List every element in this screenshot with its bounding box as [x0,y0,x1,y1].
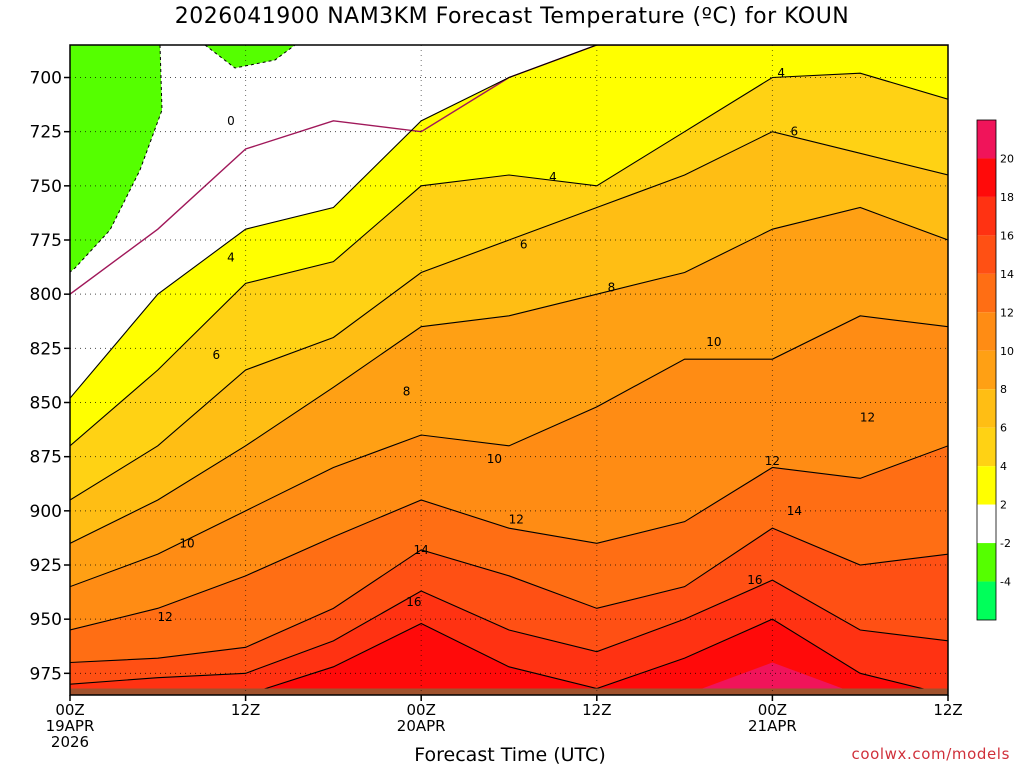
colorbar-bin [977,581,996,620]
x-tick-label: 2026 [51,733,89,751]
x-tick-label: 21APR [748,717,797,735]
colorbar-label: 6 [1000,422,1007,435]
contour-label: 4 [227,250,235,264]
colorbar-label: -4 [1000,576,1011,589]
y-tick-label: 725 [30,123,62,143]
colorbar-bin [977,504,996,544]
colorbar-label: 10 [1000,345,1014,358]
colorbar-label: 18 [1000,191,1014,204]
y-tick-label: 850 [30,394,62,414]
temp-band-20 [70,662,948,695]
credit-link[interactable]: coolwx.com/models [851,745,1010,763]
isotherm-2 [70,45,948,399]
colorbar-bin [977,158,996,197]
contour-label: 16 [747,573,762,587]
contour-label: 10 [706,335,721,349]
contour-label: 6 [213,348,221,362]
colorbar-bin [977,312,996,351]
colorbar-label: 20 [1000,152,1014,165]
contour-label: 12 [157,610,172,624]
y-tick-label: 950 [30,610,62,630]
contour-label: 14 [787,504,802,518]
isotherm-4 [70,72,948,447]
isotherm-16 [70,579,948,685]
isotherm-8 [70,206,948,544]
x-tick-label: 00Z [758,701,787,719]
x-tick-label: 19APR [46,717,95,735]
ground-band [70,688,948,695]
colorbar-label: 12 [1000,306,1014,319]
temp-band-18 [70,619,948,695]
contour-label: 12 [860,411,875,425]
colorbar-bin [977,120,996,159]
y-tick-label: 975 [30,664,62,684]
contour-label: 14 [414,543,429,557]
contour-label: 6 [520,237,528,251]
isotherm-12 [70,445,948,631]
chart-title: 2026041900 NAM3KM Forecast Temperature (… [174,4,850,29]
colorbar-label: 8 [1000,383,1007,396]
contour-label: 16 [406,595,421,609]
contour-label: 12 [765,454,780,468]
colorbar-bin [977,427,996,467]
contour-label: 10 [487,452,502,466]
plot-area: 0 4 4 4 6 6 6 8 8 10 10 10 12 12 12 12 14 14 16 16 [70,45,948,695]
y-tick-label: 750 [30,177,62,197]
x-tick-label: 12Z [582,701,611,719]
contour-label: 6 [791,125,799,139]
contour-label: 8 [608,281,616,295]
contour-label: 4 [777,66,785,80]
colorbar-label: 2 [1000,499,1007,512]
y-tick-label: 775 [30,231,62,251]
contour-label: 8 [403,385,411,399]
x-tick-label: 12Z [933,701,962,719]
y-tick-label: 825 [30,339,62,359]
colorbar-bin [977,350,996,390]
x-tick-label: 00Z [55,701,84,719]
colorbar-label: 4 [1000,460,1007,473]
plot-frame [69,44,949,696]
isotherm-14 [70,527,948,664]
contour-label: 4 [549,170,557,184]
y-tick-label: 925 [30,556,62,576]
y-tick-label: 700 [30,69,62,89]
isotherm-10 [70,315,948,588]
isotherm-6 [70,131,948,501]
contour-label: 12 [509,513,524,527]
colorbar-frame [976,119,997,621]
contour-label: 0 [227,114,235,128]
y-tick-label: 800 [30,285,62,305]
colorbar-label: 16 [1000,229,1014,242]
contour-label: 10 [179,536,194,550]
y-tick-label: 900 [30,502,62,522]
colorbar-bin [977,196,996,236]
cold-region-small [204,45,296,69]
x-tick-label: 20APR [397,717,446,735]
colorbar-bin [977,466,996,505]
x-axis-label: Forecast Time (UTC) [414,744,606,766]
y-tick-label: 875 [30,448,62,468]
x-tick-label: 12Z [231,701,260,719]
x-tick-label: 00Z [407,701,436,719]
colorbar-bin [977,543,996,582]
colorbar-label: -2 [1000,537,1011,550]
colorbar-label: 14 [1000,268,1014,281]
colorbar-bin [977,235,996,274]
isotherm-18 [70,618,948,695]
colorbar-bin [977,389,996,428]
colorbar-bin [977,273,996,313]
cold-region [70,45,163,273]
